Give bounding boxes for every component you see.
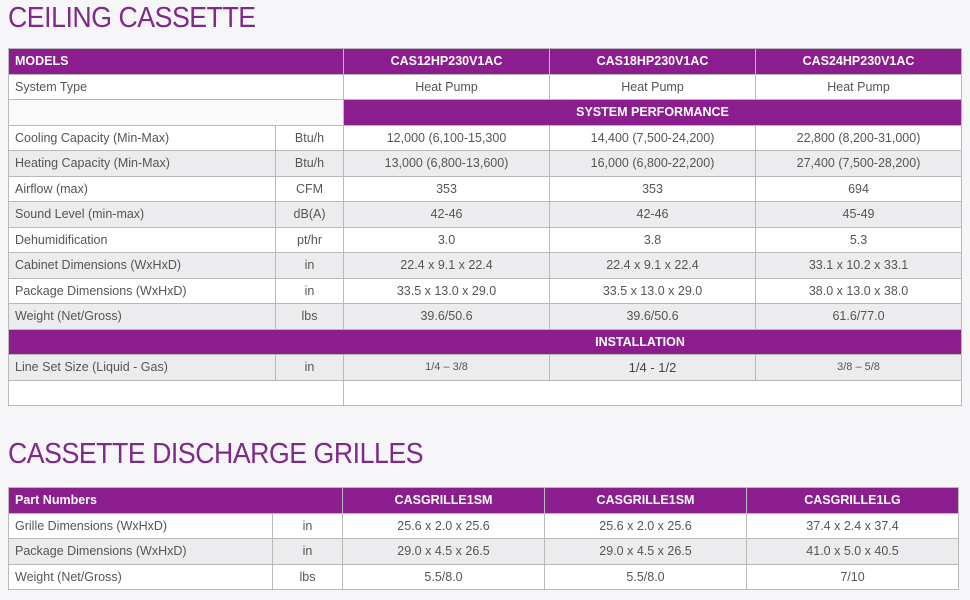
table-row: Airflow (max) CFM 353 353 694	[8, 175, 963, 202]
row-unit: Btu/h	[274, 124, 345, 151]
cell-value: 33.5 x 13.0 x 29.0	[549, 277, 757, 304]
cell-value: 33.1 x 10.2 x 33.1	[755, 252, 963, 279]
part-number: CASGRILLE1SM	[544, 487, 748, 514]
cell-value: 41.0 x 5.0 x 40.5	[746, 538, 960, 565]
system-type-row: System Type Heat Pump Heat Pump Heat Pum…	[7, 73, 963, 100]
row-unit: in	[274, 354, 345, 381]
cell-value: 1/4 - 1/2	[549, 354, 757, 381]
cell-value: 39.6/50.6	[549, 303, 757, 330]
cell-value: 29.0 x 4.5 x 26.5	[544, 538, 748, 565]
cell-value: 25.6 x 2.0 x 25.6	[544, 512, 748, 539]
table-row: Cooling Capacity (Min-Max) Btu/h 12,000 …	[8, 124, 963, 151]
row-unit: dB(A)	[274, 201, 345, 228]
row-label: Line Set Size (Liquid - Gas)	[8, 354, 276, 381]
empty-row	[7, 379, 963, 406]
cell-value: 16,000 (6,800-22,200)	[549, 150, 757, 177]
row-label: Package Dimensions (WxHxD)	[8, 277, 276, 304]
discharge-grilles-table: Part Numbers CASGRILLE1SM CASGRILLE1SM C…	[7, 487, 960, 590]
row-unit: in	[271, 538, 344, 565]
table-row: Package Dimensions (WxHxD) in 29.0 x 4.5…	[8, 538, 960, 565]
cell-value: 37.4 x 2.4 x 37.4	[746, 512, 960, 539]
cell-value: 25.6 x 2.0 x 25.6	[342, 512, 546, 539]
row-unit: lbs	[271, 563, 344, 590]
cell-value: 29.0 x 4.5 x 26.5	[342, 538, 546, 565]
part-numbers-header-row: Part Numbers CASGRILLE1SM CASGRILLE1SM C…	[7, 487, 960, 514]
row-label: Grille Dimensions (WxHxD)	[8, 512, 273, 539]
cell-value: 5.5/8.0	[342, 563, 546, 590]
row-label: Sound Level (min-max)	[8, 201, 276, 228]
table-row: Cabinet Dimensions (WxHxD) in 22.4 x 9.1…	[8, 252, 963, 279]
cell-value: 12,000 (6,100-15,300	[343, 124, 551, 151]
row-label: Dehumidification	[8, 226, 276, 253]
ceiling-cassette-title: CEILING CASSETTE	[8, 2, 256, 34]
cell-value: 1/4 – 3/8	[343, 354, 551, 381]
cell-value: 42-46	[343, 201, 551, 228]
model-name: CAS24HP230V1AC	[755, 48, 963, 75]
cell-value: 27,400 (7,500-28,200)	[755, 150, 963, 177]
cell-value: Heat Pump	[549, 73, 757, 100]
row-label: Airflow (max)	[8, 175, 276, 202]
row-label: Weight (Net/Gross)	[8, 303, 276, 330]
cell-value: 22.4 x 9.1 x 22.4	[343, 252, 551, 279]
row-unit: CFM	[274, 175, 345, 202]
system-performance-band: SYSTEM PERFORMANCE	[7, 99, 963, 126]
row-unit: pt/hr	[274, 226, 345, 253]
cell-value: 39.6/50.6	[343, 303, 551, 330]
cell-value: 3.8	[549, 226, 757, 253]
table-row: Dehumidification pt/hr 3.0 3.8 5.3	[8, 226, 963, 253]
cell-value: 353	[549, 175, 757, 202]
table-row: Sound Level (min-max) dB(A) 42-46 42-46 …	[8, 201, 963, 228]
model-name: CAS12HP230V1AC	[343, 48, 551, 75]
part-number: CASGRILLE1SM	[342, 487, 546, 514]
row-unit: lbs	[274, 303, 345, 330]
band-label: SYSTEM PERFORMANCE	[343, 99, 963, 126]
cell-value: 3.0	[343, 226, 551, 253]
cell-value: 61.6/77.0	[755, 303, 963, 330]
row-label: Cooling Capacity (Min-Max)	[8, 124, 276, 151]
cell-value: 14,400 (7,500-24,200)	[549, 124, 757, 151]
table-row: Heating Capacity (Min-Max) Btu/h 13,000 …	[8, 150, 963, 177]
model-name: CAS18HP230V1AC	[549, 48, 757, 75]
band-label: INSTALLATION	[7, 328, 963, 355]
cell-value: 13,000 (6,800-13,600)	[343, 150, 551, 177]
discharge-grilles-title: CASSETTE DISCHARGE GRILLES	[8, 438, 424, 470]
cell-value: Heat Pump	[755, 73, 963, 100]
cell-value: 7/10	[746, 563, 960, 590]
cell-value: 38.0 x 13.0 x 38.0	[755, 277, 963, 304]
row-unit: Btu/h	[274, 150, 345, 177]
table-row: Package Dimensions (WxHxD) in 33.5 x 13.…	[8, 277, 963, 304]
line-set-row: Line Set Size (Liquid - Gas) in 1/4 – 3/…	[8, 354, 963, 381]
cell-value: 5.5/8.0	[544, 563, 748, 590]
cell-value: 22,800 (8,200-31,000)	[755, 124, 963, 151]
row-label: Heating Capacity (Min-Max)	[8, 150, 276, 177]
row-unit: in	[274, 277, 345, 304]
row-unit: in	[274, 252, 345, 279]
part-number: CASGRILLE1LG	[746, 487, 960, 514]
part-numbers-label: Part Numbers	[7, 487, 344, 514]
table-row: Grille Dimensions (WxHxD) in 25.6 x 2.0 …	[8, 512, 960, 539]
table-row: Weight (Net/Gross) lbs 39.6/50.6 39.6/50…	[8, 303, 963, 330]
models-header-row: MODELS CAS12HP230V1AC CAS18HP230V1AC CAS…	[7, 48, 963, 75]
cell-value: 694	[755, 175, 963, 202]
cell-value: 5.3	[755, 226, 963, 253]
row-label: System Type	[7, 73, 345, 100]
row-label: Package Dimensions (WxHxD)	[8, 538, 273, 565]
row-label: Cabinet Dimensions (WxHxD)	[8, 252, 276, 279]
installation-band: INSTALLATION	[7, 328, 963, 355]
models-label: MODELS	[7, 48, 345, 75]
ceiling-cassette-spec-table: MODELS CAS12HP230V1AC CAS18HP230V1AC CAS…	[7, 48, 963, 406]
row-unit: in	[271, 512, 344, 539]
cell-value: Heat Pump	[343, 73, 551, 100]
cell-value: 45-49	[755, 201, 963, 228]
cell-value: 42-46	[549, 201, 757, 228]
cell-value: 33.5 x 13.0 x 29.0	[343, 277, 551, 304]
cell-value: 3/8 – 5/8	[755, 354, 963, 381]
cell-value: 353	[343, 175, 551, 202]
table-row: Weight (Net/Gross) lbs 5.5/8.0 5.5/8.0 7…	[8, 563, 960, 590]
row-label: Weight (Net/Gross)	[8, 563, 273, 590]
cell-value: 22.4 x 9.1 x 22.4	[549, 252, 757, 279]
